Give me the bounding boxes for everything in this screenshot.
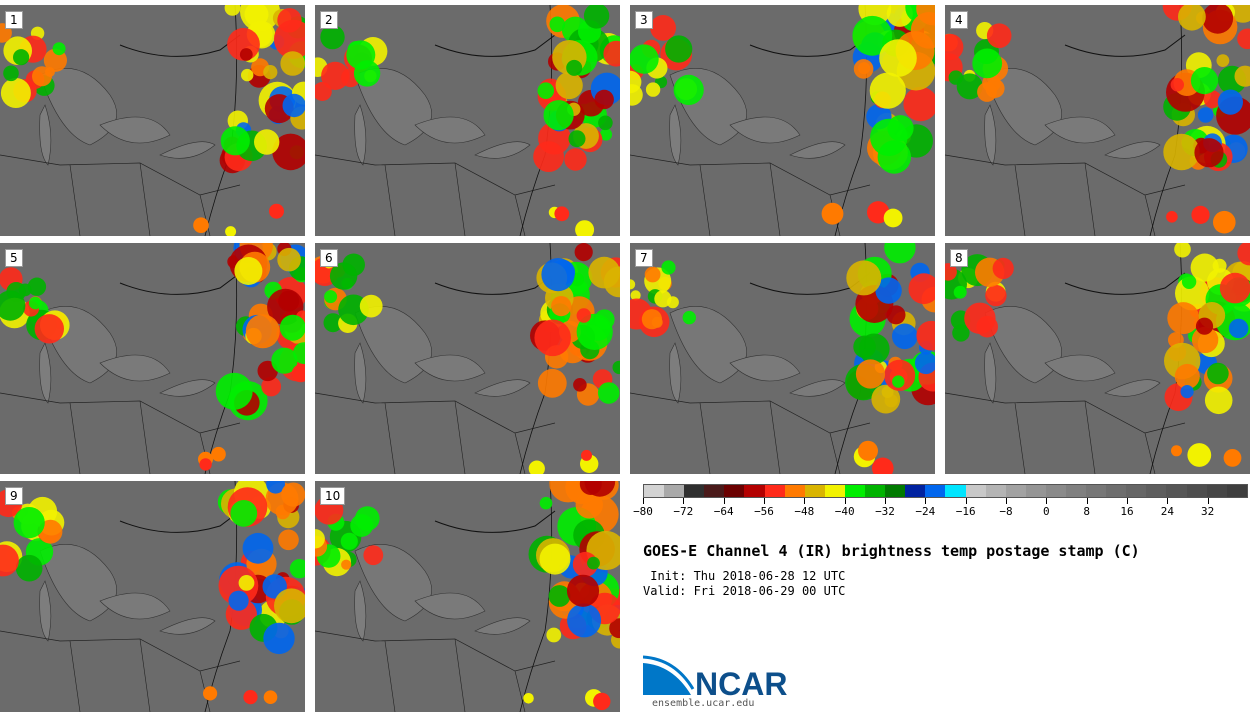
colorbar-tick	[1046, 498, 1048, 504]
colorbar-tick-label: −64	[713, 505, 734, 518]
colorbar-cell	[844, 485, 866, 497]
map-panel: 1	[0, 5, 305, 236]
colorbar-tick	[925, 498, 927, 504]
panel-number: 6	[320, 249, 338, 267]
colorbar-cell	[965, 485, 986, 497]
colorbar-cell	[885, 485, 906, 497]
panel-number: 9	[5, 487, 23, 505]
colorbar-tick	[1207, 498, 1209, 504]
colorbar-cell	[1065, 485, 1087, 497]
colorbar-cell	[1226, 485, 1247, 497]
colorbar-tick-label: −80	[633, 505, 653, 518]
colorbar-cell	[704, 485, 725, 497]
colorbar-tick	[804, 498, 806, 504]
colorbar-tick-label: −8	[999, 505, 1013, 518]
colorbar-cell	[1025, 485, 1046, 497]
map-panel: 4	[945, 5, 1250, 236]
colorbar-cell	[925, 485, 946, 497]
colorbar-cell	[804, 485, 825, 497]
map-panel: 6	[315, 243, 620, 474]
colorbar-tick-label: 8	[1083, 505, 1090, 518]
map-panel: 10	[315, 481, 620, 712]
colorbar-cell	[905, 485, 926, 497]
colorbar-tick	[723, 498, 725, 504]
panel-number: 5	[5, 249, 23, 267]
logo-text: NCAR	[695, 666, 787, 697]
colorbar-tick-label: −56	[754, 505, 774, 518]
colorbar-cell	[1146, 485, 1167, 497]
colorbar-cell	[684, 485, 705, 497]
colorbar-tick	[643, 498, 644, 504]
panel-number: 8	[950, 249, 968, 267]
map-panel: 2	[315, 5, 620, 236]
colorbar-cell	[1005, 485, 1026, 497]
colorbar-tick	[965, 498, 967, 504]
map-panel: 7	[630, 243, 935, 474]
colorbar-tick	[1127, 498, 1128, 504]
colorbar-tick	[844, 498, 846, 504]
panel-number: 7	[635, 249, 653, 267]
panel-number: 3	[635, 11, 653, 29]
map-panel: 5	[0, 243, 305, 474]
colorbar-tick-label: 24	[1160, 505, 1174, 518]
colorbar-tick-label: 16	[1120, 505, 1134, 518]
colorbar-cell	[724, 485, 745, 497]
colorbar-cell	[1126, 485, 1147, 497]
map-panel: 8	[945, 243, 1250, 474]
panel-number: 1	[5, 11, 23, 29]
map-panel: 3	[630, 5, 935, 236]
colorbar-cell	[1086, 485, 1107, 497]
colorbar-tick-label: 0	[1043, 505, 1050, 518]
colorbar-tick-label: −16	[955, 505, 976, 518]
colorbar-cell	[744, 485, 765, 497]
colorbar-ticks: −80 −72 −64 −56 −48 −40 −32 −24 −16 −8 0 8 16 24 32	[633, 498, 1248, 522]
colorbar-tick-label: −24	[915, 505, 936, 518]
colorbar-tick	[764, 498, 765, 504]
figure-title: GOES-E Channel 4 (IR) brightness temp po…	[643, 542, 1140, 560]
panel-number: 10	[320, 487, 346, 505]
map-panel: 9	[0, 481, 305, 712]
colorbar-cell	[1045, 485, 1066, 497]
colorbar-tick-label: −48	[794, 505, 815, 518]
logo-url: ensemble.ucar.edu	[652, 698, 755, 709]
colorbar-tick	[1167, 498, 1169, 504]
colorbar-tick	[885, 498, 886, 504]
colorbar-cell	[824, 485, 845, 497]
colorbar-cell	[1166, 485, 1187, 497]
init-time: Init: Thu 2018-06-28 12 UTC	[643, 569, 846, 583]
colorbar-cell	[985, 485, 1006, 497]
colorbar-tick-label: −32	[875, 505, 895, 518]
colorbar-tick-label: −40	[834, 505, 855, 518]
valid-time: Valid: Fri 2018-06-29 00 UTC	[643, 584, 846, 598]
colorbar-cell	[664, 485, 685, 497]
colorbar-tick-label: −72	[673, 505, 694, 518]
colorbar-tick	[1086, 498, 1088, 504]
colorbar-cell	[1206, 485, 1227, 497]
colorbar-cell	[1186, 485, 1207, 497]
ncar-logo: NCAR	[642, 655, 793, 702]
colorbar-cell	[644, 485, 665, 497]
colorbar-cell	[1106, 485, 1127, 497]
colorbar-tick	[1006, 498, 1007, 504]
colorbar	[643, 484, 1248, 498]
colorbar-cell	[784, 485, 805, 497]
colorbar-cell	[865, 485, 886, 497]
colorbar-cell	[945, 485, 966, 497]
panel-number: 4	[950, 11, 968, 29]
panel-number: 2	[320, 11, 338, 29]
colorbar-cell	[764, 485, 785, 497]
colorbar-tick	[683, 498, 685, 504]
colorbar-tick-label: 32	[1201, 505, 1215, 518]
